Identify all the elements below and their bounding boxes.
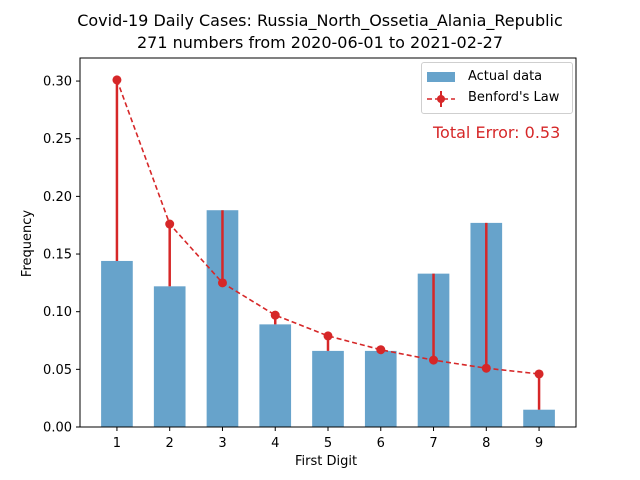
benford-point-7 [429,355,439,365]
benford-point-5 [323,331,333,341]
total-error-annotation: Total Error: 0.53 [433,123,561,142]
legend-label-benford: Benford's Law [468,90,560,105]
benford-point-8 [481,363,491,373]
y-tick-label-0: 0.00 [43,421,72,436]
benford-point-6 [376,345,386,355]
x-axis-label: First Digit [295,454,358,469]
x-tick-label-4: 4 [271,436,279,451]
bar-9 [523,409,555,427]
legend-swatch-actual [427,72,455,82]
benford-point-1 [112,75,122,85]
benford-point-9 [534,369,544,379]
chart-subtitle: 271 numbers from 2020-06-01 to 2021-02-2… [136,33,503,52]
chart-title: Covid-19 Daily Cases: Russia_North_Osset… [77,11,563,30]
y-tick-label-5: 0.25 [43,132,72,147]
y-tick-label-2: 0.10 [43,305,72,320]
benford-point-4 [270,310,280,320]
y-tick-label-1: 0.05 [43,363,72,378]
y-tick-label-3: 0.15 [43,248,72,263]
bar-4 [259,324,292,427]
legend-item-actual: Actual data [422,68,572,88]
y-tick-label-6: 0.30 [43,75,72,90]
x-tick-label-8: 8 [482,436,490,451]
x-tick-label-5: 5 [324,436,332,451]
bar-6 [364,350,397,427]
benford-point-2 [165,219,175,229]
x-tick-label-3: 3 [218,436,226,451]
benford-point-3 [217,278,227,288]
x-tick-label-1: 1 [113,436,121,451]
x-tick-label-6: 6 [377,436,385,451]
bar-2 [153,286,186,427]
y-axis-label: Frequency [20,209,36,278]
x-tick-label-2: 2 [166,436,174,451]
bar-5 [312,350,344,427]
legend-item-benford: Benford's Law [422,89,572,109]
legend-label-actual: Actual data [468,69,543,84]
bar-1 [101,260,133,427]
x-tick-label-7: 7 [429,436,437,451]
benford-line [116,79,540,375]
y-tick-label-4: 0.20 [43,190,72,205]
legend: Actual data Benford's Law [421,62,573,114]
x-tick-label-9: 9 [535,436,543,451]
legend-swatch-benford [427,91,455,107]
